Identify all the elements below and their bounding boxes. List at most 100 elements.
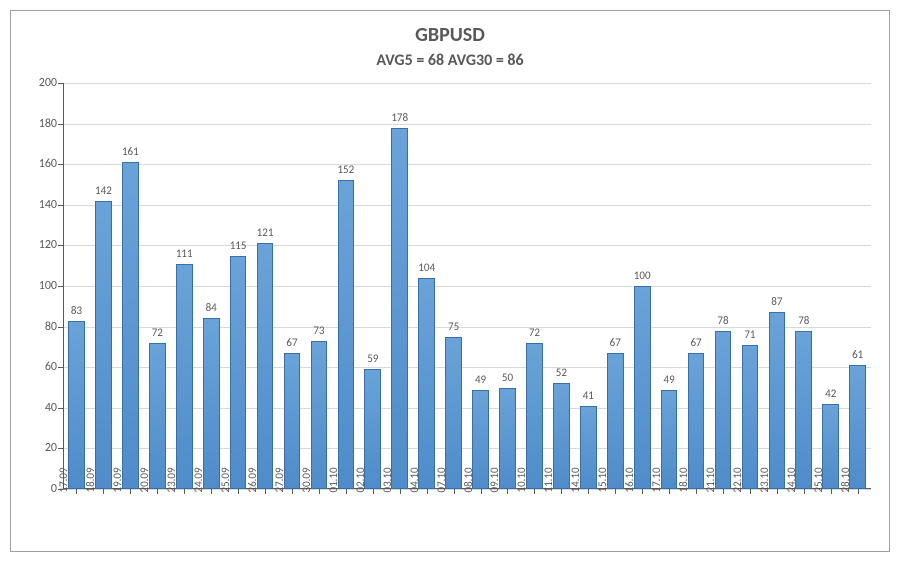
x-axis-label: 14.10	[569, 467, 582, 492]
x-axis-label: 01.10	[327, 467, 340, 492]
x-axis-label: 18.10	[677, 467, 690, 492]
bar-slot: 10404.10	[413, 83, 440, 489]
x-tick	[427, 489, 428, 494]
bar-slot: 6727.09	[279, 83, 306, 489]
bar: 71	[742, 345, 759, 489]
x-tick	[507, 489, 508, 494]
bar-value-label: 67	[286, 336, 297, 349]
x-tick	[858, 489, 859, 494]
bar: 111	[176, 264, 193, 489]
bar-slot: 7220.09	[144, 83, 171, 489]
bar-value-label: 84	[206, 301, 217, 314]
chart-title: GBPUSD	[11, 23, 889, 47]
x-tick	[238, 489, 239, 494]
x-axis-label: 18.09	[84, 467, 97, 492]
bar-slot: 14218.09	[90, 83, 117, 489]
bar: 72	[149, 343, 166, 489]
x-axis-label: 30.09	[300, 467, 313, 492]
y-axis-label: 80	[27, 320, 57, 334]
x-axis-label: 28.10	[839, 467, 852, 492]
x-tick	[642, 489, 643, 494]
bar: 52	[553, 383, 570, 489]
y-axis-label: 200	[27, 76, 57, 90]
x-tick	[534, 489, 535, 494]
x-axis-label: 03.10	[381, 467, 394, 492]
x-tick	[103, 489, 104, 494]
bar-value-label: 178	[391, 111, 408, 124]
x-tick	[615, 489, 616, 494]
bar-slot: 4114.10	[575, 83, 602, 489]
x-axis-label: 17.10	[650, 467, 663, 492]
y-axis-label: 160	[27, 157, 57, 171]
bar: 178	[391, 128, 408, 489]
bar-value-label: 49	[475, 373, 486, 386]
bar-slot: 4908.10	[467, 83, 494, 489]
x-tick	[292, 489, 293, 494]
bar-slot: 5902.10	[359, 83, 386, 489]
bar: 67	[607, 353, 624, 489]
x-tick	[481, 489, 482, 494]
x-tick	[184, 489, 185, 494]
bar-value-label: 161	[122, 145, 139, 158]
y-axis-label: 0	[27, 482, 57, 496]
bar-slot: 6718.10	[683, 83, 710, 489]
bar-slot: 16119.09	[117, 83, 144, 489]
x-axis-label: 24.10	[785, 467, 798, 492]
bar-slot: 4225.10	[817, 83, 844, 489]
bar: 78	[715, 331, 732, 489]
x-axis-label: 20.09	[138, 467, 151, 492]
x-tick	[265, 489, 266, 494]
bar: 121	[257, 243, 274, 489]
bar-slot: 5009.10	[494, 83, 521, 489]
x-axis-label: 08.10	[461, 467, 474, 492]
bar-value-label: 152	[337, 163, 354, 176]
bar-value-label: 67	[610, 336, 621, 349]
bar: 75	[445, 337, 462, 489]
bar-slot: 15201.10	[332, 83, 359, 489]
plot-area: 020406080100120140160180200 8317.0914218…	[63, 83, 871, 489]
bar-value-label: 115	[230, 239, 247, 252]
x-tick	[130, 489, 131, 494]
y-axis-label: 100	[27, 279, 57, 293]
bar-value-label: 71	[744, 328, 755, 341]
bar-value-label: 111	[176, 247, 193, 260]
bars-container: 8317.0914218.0916119.097220.0911123.0984…	[63, 83, 871, 489]
bar-slot: 10016.10	[629, 83, 656, 489]
x-axis-label: 10.10	[515, 467, 528, 492]
bar: 67	[688, 353, 705, 489]
x-tick	[723, 489, 724, 494]
x-axis-label: 17.09	[57, 467, 70, 492]
x-tick	[454, 489, 455, 494]
bar-slot: 7210.10	[521, 83, 548, 489]
bar-value-label: 41	[583, 389, 594, 402]
bar-value-label: 87	[771, 295, 782, 308]
chart-subtitle: AVG5 = 68 AVG30 = 86	[11, 51, 889, 70]
y-axis-label: 180	[27, 117, 57, 131]
bar-value-label: 50	[502, 371, 513, 384]
bar-slot: 7330.09	[305, 83, 332, 489]
y-axis-label: 60	[27, 360, 57, 374]
bar: 142	[95, 201, 112, 489]
bar: 161	[122, 162, 139, 489]
bar: 67	[284, 353, 301, 489]
bar-value-label: 52	[556, 366, 567, 379]
x-axis-label: 27.09	[273, 467, 286, 492]
bar-slot: 8317.09	[63, 83, 90, 489]
x-axis-label: 25.10	[812, 467, 825, 492]
x-tick	[561, 489, 562, 494]
x-tick	[346, 489, 347, 494]
x-axis-label: 15.10	[596, 467, 609, 492]
x-axis-label: 23.10	[758, 467, 771, 492]
bar-slot: 4917.10	[656, 83, 683, 489]
bar-value-label: 59	[367, 352, 378, 365]
bar: 83	[68, 321, 85, 489]
bar-slot: 5211.10	[548, 83, 575, 489]
x-tick	[831, 489, 832, 494]
bar: 87	[769, 312, 786, 489]
bar-value-label: 142	[95, 184, 112, 197]
x-axis-label: 16.10	[623, 467, 636, 492]
x-axis-label: 11.10	[542, 467, 555, 492]
bar-value-label: 121	[257, 226, 274, 239]
bar-value-label: 72	[152, 326, 163, 339]
bar-slot: 8723.10	[763, 83, 790, 489]
